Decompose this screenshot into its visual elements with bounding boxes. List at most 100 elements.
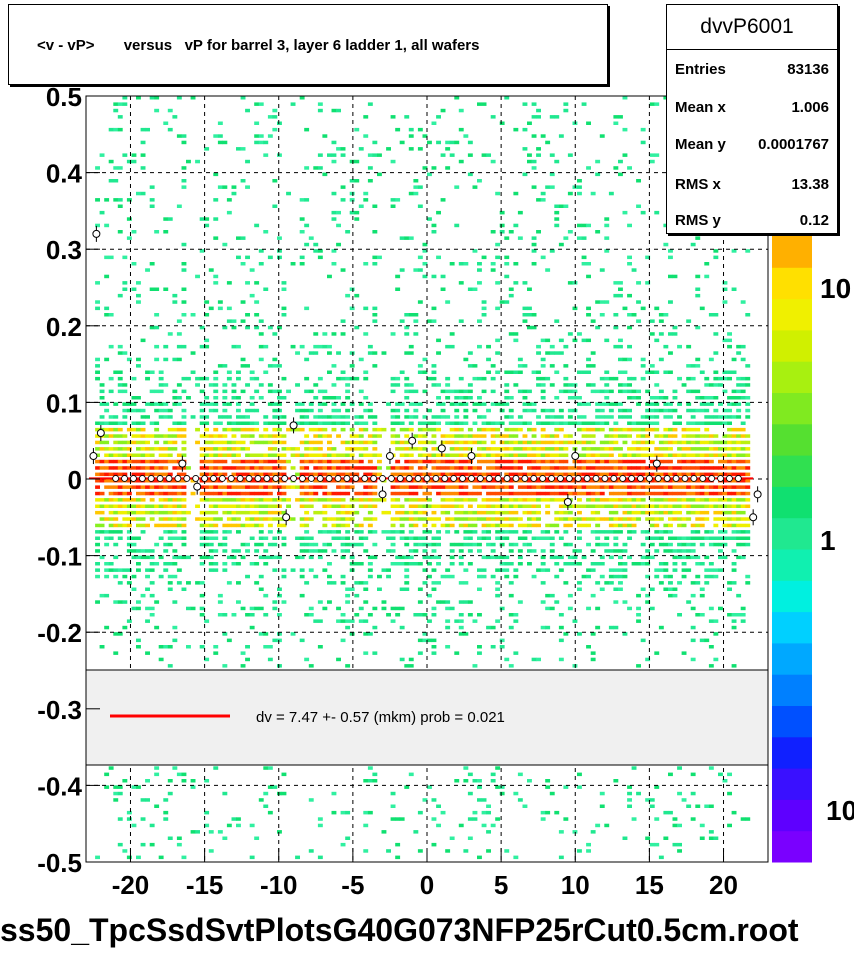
- heat-cell: [313, 447, 319, 451]
- heat-cell: [240, 262, 246, 266]
- heat-cell: [217, 498, 223, 502]
- heat-cell: [586, 427, 591, 432]
- heat-cell: [536, 479, 541, 483]
- heat-cell: [458, 466, 464, 470]
- heat-cell: [640, 415, 646, 419]
- heat-cell: [740, 396, 746, 400]
- heat-cell: [649, 332, 655, 336]
- heat-cell: [549, 172, 555, 177]
- heat-cell: [481, 798, 487, 802]
- heat-cell: [463, 542, 469, 547]
- heat-cell: [322, 389, 328, 394]
- heat-cell: [431, 555, 437, 560]
- heat-cell: [449, 389, 455, 394]
- heat-cell: [299, 593, 305, 598]
- heat-cell: [295, 427, 300, 432]
- heat-cell: [272, 555, 278, 560]
- heat-cell: [558, 498, 564, 502]
- heat-cell: [718, 510, 723, 515]
- heat-cell: [708, 619, 714, 623]
- heat-cell: [563, 581, 569, 585]
- heat-cell: [458, 555, 464, 560]
- heat-cell: [645, 555, 651, 560]
- heat-cell: [454, 389, 460, 394]
- heat-cell: [704, 581, 710, 585]
- heat-cell: [417, 613, 423, 617]
- heat-cell: [513, 619, 519, 623]
- heat-cell: [108, 427, 114, 432]
- heat-cell: [663, 313, 669, 317]
- heat-cell: [504, 262, 510, 266]
- profile-point: [672, 475, 680, 482]
- heat-cell: [672, 593, 678, 598]
- heat-cell: [113, 523, 119, 528]
- heat-cell: [336, 147, 341, 151]
- heat-cell: [208, 517, 214, 521]
- heat-cell: [445, 472, 451, 477]
- heat-cell: [672, 549, 678, 553]
- heat-cell: [681, 472, 687, 477]
- heat-cell: [149, 613, 155, 617]
- heat-cell: [504, 510, 510, 515]
- heat-cell: [640, 638, 646, 643]
- heat-cell: [554, 415, 560, 419]
- heat-cell: [236, 402, 241, 406]
- heat-cell: [372, 542, 378, 547]
- heat-cell: [413, 517, 419, 521]
- heat-cell: [472, 523, 478, 528]
- heat-cell: [108, 459, 114, 464]
- heat-cell: [563, 102, 569, 106]
- heat-cell: [163, 485, 169, 489]
- heat-cell: [590, 651, 596, 655]
- heat-cell: [618, 555, 623, 560]
- heat-cell: [313, 466, 319, 470]
- heat-cell: [113, 798, 119, 802]
- heat-cell: [563, 510, 569, 515]
- heat-cell: [417, 651, 423, 655]
- heat-cell: [613, 376, 619, 381]
- heat-cell: [204, 510, 210, 515]
- heat-cell: [649, 523, 655, 528]
- heat-cell: [136, 453, 141, 457]
- title-box: <v - vP> versus vP for barrel 3, layer 6…: [8, 4, 608, 85]
- heat-cell: [581, 415, 587, 419]
- heat-cell: [599, 376, 605, 381]
- heat-cell: [467, 542, 473, 547]
- heat-cell: [463, 523, 469, 528]
- heat-cell: [699, 485, 705, 489]
- y-tick-label: -0.3: [37, 695, 82, 725]
- heat-cell: [699, 466, 705, 470]
- heat-cell: [540, 472, 546, 477]
- heat-cell: [122, 459, 128, 464]
- heat-cell: [277, 408, 282, 413]
- profile-point: [571, 452, 580, 461]
- heat-cell: [117, 485, 123, 489]
- heat-cell: [495, 587, 501, 591]
- heat-cell: [508, 427, 514, 432]
- heat-cell: [413, 402, 419, 406]
- heat-cell: [695, 523, 701, 528]
- color-scale-band: [772, 392, 812, 425]
- heat-cell: [172, 498, 178, 502]
- heat-cell: [254, 223, 260, 228]
- heat-cell: [668, 523, 673, 528]
- heat-cell: [581, 523, 587, 528]
- heat-cell: [322, 427, 328, 432]
- heat-cell: [217, 542, 223, 547]
- heat-cell: [272, 179, 278, 183]
- heat-cell: [172, 600, 178, 604]
- heat-cell: [640, 459, 646, 464]
- heat-cell: [645, 836, 651, 840]
- heat-cell: [718, 472, 723, 477]
- heat-cell: [531, 434, 537, 438]
- heat-cell: [108, 376, 114, 381]
- heat-cell: [136, 191, 141, 196]
- heat-cell: [208, 485, 214, 489]
- heat-cell: [422, 498, 428, 502]
- heat-cell: [577, 236, 582, 240]
- heat-cell: [604, 249, 610, 253]
- heat-cell: [686, 600, 692, 604]
- heat-cell: [486, 804, 491, 808]
- heat-cell: [277, 664, 282, 668]
